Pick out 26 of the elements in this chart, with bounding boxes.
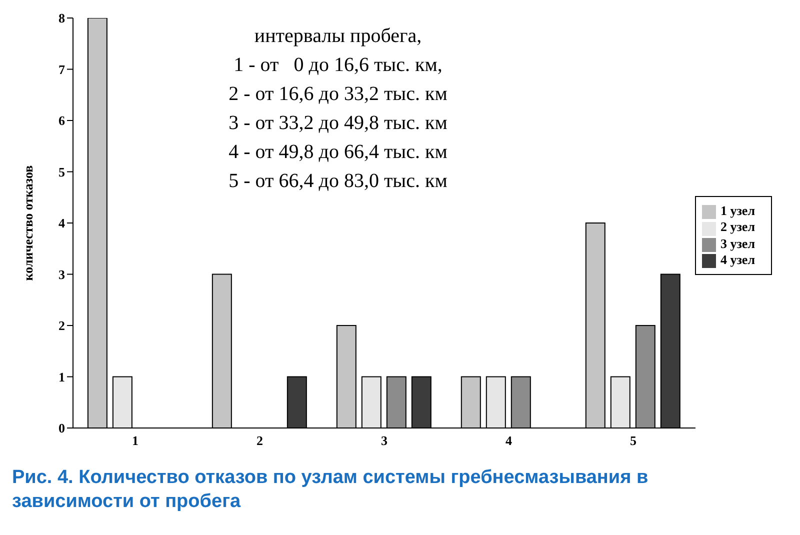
text: Рис. 4. Количество отказов по узлам системы гребнесмазывания в зависимости от пробега	[12, 466, 650, 514]
annotation: 1 - от 0 до 16,6 тыс. км,	[232, 53, 444, 78]
annotation: 5 - от 66,4 до 83,0 тыс. км	[228, 169, 448, 194]
x-tick-label: 2	[256, 433, 263, 448]
y-tick-label: 0	[58, 420, 65, 436]
x-tick-label: 5	[630, 433, 637, 448]
y-tick-label: 7	[58, 62, 66, 77]
annotation: 4 - от 49,8 до 66,4 тыс. км	[228, 140, 448, 165]
x-tick-label: 4	[505, 433, 512, 448]
x-tick-label: 1	[132, 433, 138, 448]
y-tick-label: 5	[58, 164, 66, 180]
annotation: 3 - от 33,2 до 49,8 тыс. км	[228, 111, 448, 136]
y-tick-label: 3	[58, 266, 66, 282]
y-axis-title: количество отказов	[20, 165, 36, 281]
y-tick-label: 4	[58, 216, 66, 231]
x-tick-label: 3	[380, 433, 388, 448]
y-tick-label: 8	[58, 10, 66, 26]
y-tick-label: 1	[58, 369, 65, 384]
legend-label: 1 узел	[720, 203, 755, 218]
annotation: 2 - от 16,6 до 33,2 тыс. км	[228, 82, 448, 107]
annotation: интервалы пробега,	[253, 24, 423, 49]
legend-label: 2 узел	[720, 219, 755, 234]
legend-label: 4 узел	[720, 252, 755, 267]
y-tick-label: 6	[58, 113, 66, 128]
y-tick-label: 2	[58, 318, 65, 334]
legend-label: 3 узел	[720, 236, 755, 250]
